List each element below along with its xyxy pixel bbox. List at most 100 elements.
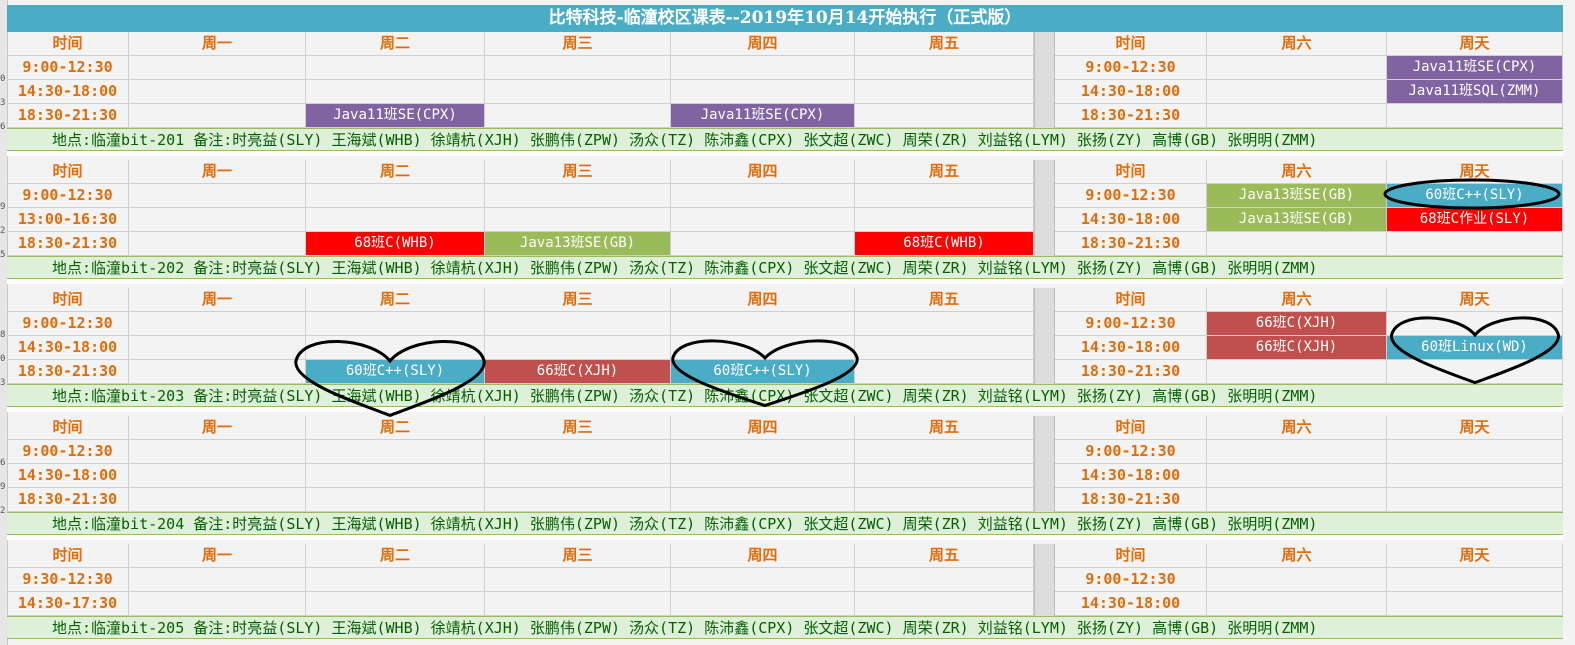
schedule-cell[interactable] — [1207, 80, 1387, 104]
header-sat[interactable]: 周六 — [1207, 544, 1387, 568]
schedule-cell[interactable] — [485, 184, 671, 208]
weekend-time-slot[interactable]: 9:00-12:30 — [1055, 312, 1207, 336]
header-tue[interactable]: 周二 — [306, 288, 485, 312]
header-fri[interactable]: 周五 — [855, 160, 1034, 184]
course-cell[interactable]: Java13班SE(GB) — [485, 232, 671, 256]
weekend-time-slot[interactable]: 9:00-12:30 — [1055, 440, 1207, 464]
weekday-time-slot[interactable]: 9:00-12:30 — [7, 312, 129, 336]
schedule-cell[interactable] — [855, 80, 1034, 104]
header-mon[interactable]: 周一 — [129, 544, 306, 568]
header-time[interactable]: 时间 — [7, 32, 129, 56]
schedule-cell[interactable] — [1207, 232, 1387, 256]
schedule-cell[interactable] — [671, 464, 855, 488]
schedule-cell[interactable] — [855, 312, 1034, 336]
schedule-cell[interactable] — [671, 440, 855, 464]
header-thu[interactable]: 周四 — [671, 288, 855, 312]
course-cell[interactable]: Java13班SE(GB) — [1207, 208, 1387, 232]
schedule-cell[interactable] — [306, 440, 485, 464]
schedule-cell[interactable] — [306, 312, 485, 336]
header-wed[interactable]: 周三 — [485, 416, 671, 440]
header-fri[interactable]: 周五 — [855, 32, 1034, 56]
schedule-cell[interactable] — [129, 568, 306, 592]
schedule-cell[interactable] — [855, 208, 1034, 232]
course-cell[interactable]: 60班C++(SLY) — [306, 360, 485, 384]
header-wed[interactable]: 周三 — [485, 32, 671, 56]
schedule-cell[interactable] — [1387, 232, 1563, 256]
weekday-time-slot[interactable]: 9:00-12:30 — [7, 56, 129, 80]
schedule-cell[interactable] — [485, 568, 671, 592]
weekday-time-slot[interactable]: 14:30-18:00 — [7, 80, 129, 104]
header-wtime[interactable]: 时间 — [1055, 544, 1207, 568]
weekend-time-slot[interactable]: 14:30-18:00 — [1055, 336, 1207, 360]
schedule-cell[interactable] — [485, 312, 671, 336]
schedule-cell[interactable] — [855, 56, 1034, 80]
schedule-cell[interactable] — [671, 592, 855, 616]
schedule-cell[interactable] — [1387, 104, 1563, 128]
weekend-time-slot[interactable]: 9:00-12:30 — [1055, 56, 1207, 80]
schedule-cell[interactable] — [855, 592, 1034, 616]
header-sat[interactable]: 周六 — [1207, 416, 1387, 440]
weekend-time-slot[interactable]: 14:30-18:00 — [1055, 464, 1207, 488]
schedule-cell[interactable] — [306, 592, 485, 616]
header-sat[interactable]: 周六 — [1207, 32, 1387, 56]
header-time[interactable]: 时间 — [7, 416, 129, 440]
schedule-cell[interactable] — [129, 184, 306, 208]
course-cell[interactable]: 68班C(WHB) — [306, 232, 485, 256]
schedule-cell[interactable] — [129, 592, 306, 616]
weekday-time-slot[interactable]: 18:30-21:30 — [7, 232, 129, 256]
header-sun[interactable]: 周天 — [1387, 416, 1563, 440]
schedule-cell[interactable] — [129, 464, 306, 488]
course-cell[interactable]: 66班C(XJH) — [1207, 336, 1387, 360]
course-cell[interactable]: Java11班SE(CPX) — [671, 104, 855, 128]
schedule-cell[interactable] — [306, 568, 485, 592]
schedule-cell[interactable] — [129, 312, 306, 336]
header-tue[interactable]: 周二 — [306, 544, 485, 568]
schedule-cell[interactable] — [1207, 488, 1387, 512]
schedule-cell[interactable] — [1207, 464, 1387, 488]
course-cell[interactable]: 68班C(WHB) — [855, 232, 1034, 256]
schedule-cell[interactable] — [1207, 440, 1387, 464]
schedule-cell[interactable] — [671, 232, 855, 256]
weekend-time-slot[interactable]: 18:30-21:30 — [1055, 232, 1207, 256]
header-fri[interactable]: 周五 — [855, 416, 1034, 440]
schedule-cell[interactable] — [855, 488, 1034, 512]
schedule-cell[interactable] — [129, 336, 306, 360]
header-sun[interactable]: 周天 — [1387, 32, 1563, 56]
header-wed[interactable]: 周三 — [485, 544, 671, 568]
schedule-cell[interactable] — [855, 568, 1034, 592]
schedule-cell[interactable] — [1207, 568, 1387, 592]
schedule-cell[interactable] — [129, 80, 306, 104]
schedule-cell[interactable] — [129, 208, 306, 232]
schedule-cell[interactable] — [1387, 568, 1563, 592]
weekday-time-slot[interactable]: 18:30-21:30 — [7, 104, 129, 128]
course-cell[interactable]: Java11班SE(CPX) — [306, 104, 485, 128]
header-wtime[interactable]: 时间 — [1055, 160, 1207, 184]
schedule-cell[interactable] — [485, 56, 671, 80]
header-thu[interactable]: 周四 — [671, 416, 855, 440]
course-cell[interactable]: 68班C作业(SLY) — [1387, 208, 1563, 232]
course-cell[interactable]: Java13班SE(GB) — [1207, 184, 1387, 208]
header-sat[interactable]: 周六 — [1207, 288, 1387, 312]
header-tue[interactable]: 周二 — [306, 416, 485, 440]
course-cell[interactable]: 60班C++(SLY) — [1387, 184, 1563, 208]
schedule-cell[interactable] — [671, 312, 855, 336]
weekend-time-slot[interactable]: 14:30-18:00 — [1055, 80, 1207, 104]
header-time[interactable]: 时间 — [7, 288, 129, 312]
schedule-cell[interactable] — [306, 208, 485, 232]
weekday-time-slot[interactable]: 14:30-18:00 — [7, 464, 129, 488]
weekday-time-slot[interactable]: 9:00-12:30 — [7, 184, 129, 208]
schedule-cell[interactable] — [855, 440, 1034, 464]
schedule-cell[interactable] — [1387, 464, 1563, 488]
schedule-cell[interactable] — [485, 208, 671, 232]
schedule-cell[interactable] — [1387, 360, 1563, 384]
header-thu[interactable]: 周四 — [671, 160, 855, 184]
schedule-cell[interactable] — [306, 80, 485, 104]
schedule-cell[interactable] — [306, 464, 485, 488]
schedule-cell[interactable] — [306, 336, 485, 360]
course-cell[interactable]: Java11班SQL(ZMM) — [1387, 80, 1563, 104]
schedule-cell[interactable] — [1207, 104, 1387, 128]
header-mon[interactable]: 周一 — [129, 416, 306, 440]
schedule-cell[interactable] — [671, 488, 855, 512]
schedule-cell[interactable] — [129, 232, 306, 256]
header-time[interactable]: 时间 — [7, 544, 129, 568]
